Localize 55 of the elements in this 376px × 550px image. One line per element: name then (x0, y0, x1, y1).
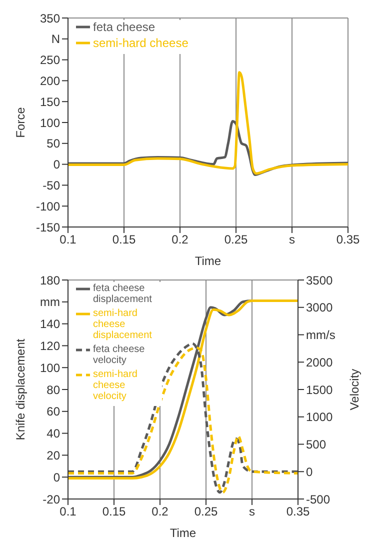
y2-tick-label: 0 (306, 464, 313, 479)
x-tick-label: 0.2 (172, 232, 189, 247)
y2-tick-label: mm/s (306, 328, 336, 342)
y-tick-label: 80 (46, 382, 60, 397)
legend-label: semi-hard cheese velocity (93, 369, 138, 402)
x-tick-label: 0.2 (152, 504, 169, 519)
y2-tick-label: 500 (306, 438, 326, 452)
y2-tick-label: 1500 (306, 382, 334, 397)
legend-label: semi-hard cheese (93, 36, 188, 50)
y-axis-title: Knife displacement (13, 338, 28, 440)
y-tick-label: 120 (40, 338, 60, 353)
y-tick-label: 200 (40, 74, 60, 88)
x-tick-label: 0.35 (286, 504, 310, 519)
x-tick-label: 0.25 (224, 232, 248, 247)
x-tick-label: 0.25 (194, 504, 218, 519)
y-tick-label: 140 (40, 317, 60, 332)
y-tick-label: 40 (46, 426, 60, 441)
y-tick-label: -50 (42, 178, 60, 192)
legend-label: semi-hard cheese displacement (93, 308, 153, 341)
x-tick-label: 0.1 (60, 232, 77, 247)
x-tick-label: 0.15 (112, 232, 136, 247)
x-axis-title: Time (170, 526, 196, 540)
y-tick-label: mm (40, 295, 60, 310)
y-tick-label: 250 (40, 53, 60, 68)
x-tick-label: s (289, 232, 295, 247)
x-tick-label: 0.35 (336, 232, 360, 247)
y-tick-label: 100 (40, 116, 60, 130)
y-tick-label: -100 (36, 199, 60, 214)
x-tick-label: 0.15 (102, 504, 126, 519)
y2-tick-label: 3500 (306, 273, 334, 288)
legend-label: feta cheese (93, 20, 156, 34)
legend-label: feta cheese displacement (93, 283, 153, 305)
y-axis-title: Force (13, 106, 28, 138)
y-tick-label: 20 (46, 448, 60, 462)
y-tick-label: N (51, 32, 60, 46)
y-tick-label: -20 (42, 492, 60, 506)
y2-tick-label: 2000 (306, 355, 334, 370)
y-tick-label: -150 (36, 220, 60, 234)
y-tick-label: 50 (46, 136, 60, 151)
x-tick-label: s (249, 504, 255, 519)
y-tick-label: 0 (53, 158, 60, 172)
legend-label: feta cheese velocity (93, 344, 146, 366)
x-tick-label: 0.1 (60, 504, 77, 519)
y2-axis-title: Velocity (347, 368, 362, 410)
y-tick-label: 180 (40, 273, 60, 288)
line-series (68, 71, 348, 175)
y2-tick-label: -500 (306, 492, 330, 506)
y-tick-label: 150 (40, 94, 60, 109)
y-tick-label: 350 (40, 11, 60, 26)
y2-tick-label: 3000 (306, 300, 334, 315)
y2-tick-label: 1000 (306, 410, 334, 424)
y-tick-label: 60 (46, 404, 60, 419)
y-tick-label: 0 (53, 470, 60, 484)
y-tick-label: 100 (40, 360, 60, 375)
x-axis-title: Time (194, 254, 222, 268)
